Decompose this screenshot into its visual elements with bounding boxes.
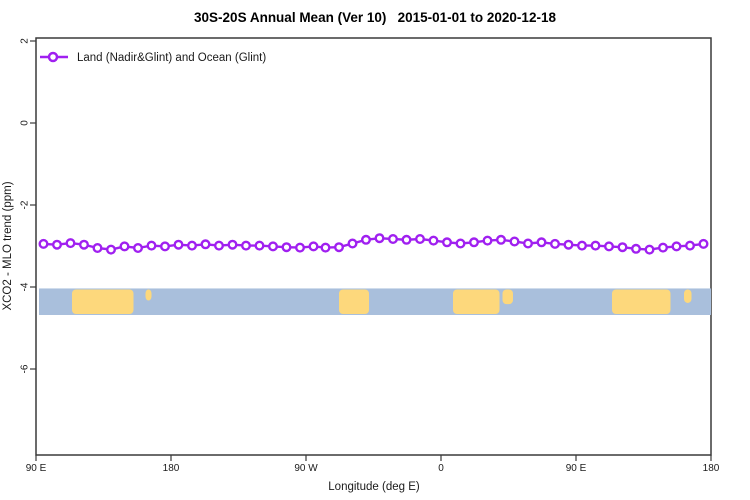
series-marker: [78, 239, 89, 250]
series-marker: [428, 235, 439, 246]
series-marker: [685, 240, 696, 251]
series-marker: [469, 237, 480, 248]
series-marker: [213, 240, 224, 251]
x-tick-label-3: 0: [438, 463, 444, 474]
series-marker: [146, 240, 157, 251]
y-tick-label-2: -2: [20, 200, 31, 209]
y-tick-label-0: 2: [20, 38, 31, 44]
series-marker: [295, 242, 306, 253]
series-marker: [671, 241, 682, 252]
series-marker: [550, 238, 561, 249]
series-marker: [105, 244, 116, 255]
series-marker: [38, 238, 49, 249]
y-tick-label-1: 0: [20, 120, 31, 126]
series-marker: [523, 238, 534, 249]
series-marker: [617, 242, 628, 253]
chart-title: 30S-20S Annual Mean (Ver 10) 2015-01-01 …: [194, 10, 556, 25]
land-patch-africa: [453, 289, 500, 314]
series-marker: [482, 235, 493, 246]
series-marker: [509, 236, 520, 247]
series-marker: [388, 233, 399, 244]
series-marker: [173, 239, 184, 250]
series-marker: [698, 238, 709, 249]
series-marker: [442, 237, 453, 248]
x-axis-title: Longitude (deg E): [328, 481, 420, 493]
series-marker: [536, 237, 547, 248]
series-marker: [65, 238, 76, 249]
series-marker: [132, 242, 143, 253]
y-axis-ticks: [30, 40, 36, 370]
land-patch-australia-repeat: [612, 289, 671, 314]
x-tick-label-5: 180: [703, 463, 720, 474]
series-marker: [455, 238, 466, 249]
land-patch-australia: [72, 289, 134, 314]
series-marker: [268, 241, 279, 252]
series-marker: [200, 239, 211, 250]
y-tick-label-4: -6: [20, 364, 31, 373]
series-marker: [347, 238, 358, 249]
series-marker: [361, 234, 372, 245]
x-tick-label-1: 180: [163, 463, 180, 474]
legend-marker-open-circle-icon: [47, 51, 59, 63]
series-marker: [254, 240, 265, 251]
series-marker: [563, 239, 574, 250]
data-series-layer: [38, 233, 709, 255]
x-tick-label-2: 90 W: [294, 463, 318, 474]
x-axis-ticks: [35, 455, 712, 461]
series-marker: [159, 241, 170, 252]
series-marker: [92, 242, 103, 253]
series-marker: [401, 234, 412, 245]
series-marker: [308, 241, 319, 252]
series-marker: [590, 240, 601, 251]
series-marker: [374, 233, 385, 244]
ocean-strip: [39, 288, 711, 315]
land-patch-new-caledonia-repeat: [684, 289, 692, 303]
x-tick-label-0: 90 E: [26, 463, 47, 474]
series-marker: [631, 243, 642, 254]
series-marker: [496, 234, 507, 245]
y-axis-title: XCO2 - MLO trend (ppm): [2, 181, 14, 310]
series-marker: [644, 244, 655, 255]
x-tick-label-4: 90 E: [566, 463, 587, 474]
y-tick-label-3: -4: [20, 282, 31, 291]
series-marker: [119, 241, 130, 252]
series-marker: [577, 240, 588, 251]
series-marker: [320, 242, 331, 253]
land-patch-new-caledonia: [145, 289, 152, 301]
land-patch-south-america: [339, 289, 369, 314]
series-marker: [658, 242, 669, 253]
series-marker: [227, 239, 238, 250]
series-marker: [415, 233, 426, 244]
land-ocean-strip: [39, 288, 711, 315]
series-marker: [281, 242, 292, 253]
legend: Land (Nadir&Glint) and Ocean (Glint): [40, 51, 266, 64]
legend-label: Land (Nadir&Glint) and Ocean (Glint): [77, 52, 266, 64]
series-marker: [334, 242, 345, 253]
series-marker: [52, 239, 63, 250]
land-patch-madagascar: [502, 289, 513, 305]
series-marker: [604, 241, 615, 252]
series-marker: [240, 240, 251, 251]
series-marker: [186, 240, 197, 251]
